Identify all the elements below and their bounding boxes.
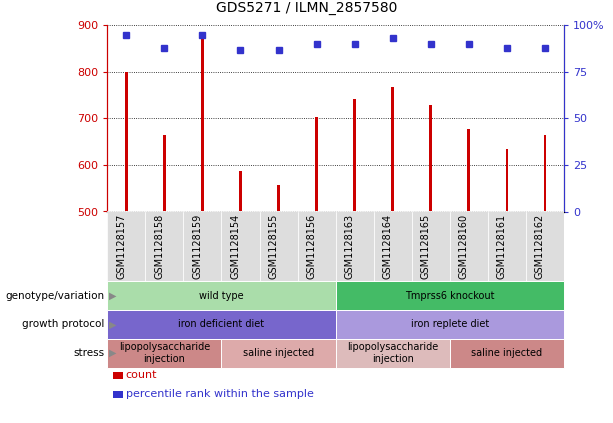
Bar [336, 212, 374, 281]
Bar [488, 212, 526, 281]
Bar [259, 212, 297, 281]
Bar [277, 184, 280, 212]
Text: GSM1128158: GSM1128158 [154, 214, 164, 279]
Text: stress: stress [73, 348, 104, 358]
Text: wild type: wild type [199, 291, 244, 301]
Bar [183, 212, 221, 281]
Text: lipopolysaccharide
injection: lipopolysaccharide injection [347, 342, 438, 364]
Bar [430, 105, 432, 212]
Bar [145, 212, 183, 281]
Bar [412, 212, 450, 281]
Bar [125, 72, 128, 212]
Text: GSM1128164: GSM1128164 [383, 214, 393, 279]
Bar [353, 99, 356, 212]
Text: growth protocol: growth protocol [22, 319, 104, 330]
Text: iron replete diet: iron replete diet [411, 319, 489, 330]
Bar [391, 87, 394, 212]
Text: GSM1128162: GSM1128162 [535, 214, 545, 279]
Text: ▶: ▶ [109, 348, 116, 358]
Text: GSM1128157: GSM1128157 [116, 214, 126, 279]
Bar [526, 212, 564, 281]
Text: iron deficient diet: iron deficient diet [178, 319, 264, 330]
Text: percentile rank within the sample: percentile rank within the sample [126, 390, 313, 399]
Bar [506, 149, 508, 212]
Bar [315, 117, 318, 212]
Text: genotype/variation: genotype/variation [5, 291, 104, 301]
Bar [297, 212, 335, 281]
Text: GSM1128156: GSM1128156 [306, 214, 316, 279]
Text: ▶: ▶ [109, 319, 116, 330]
Text: GSM1128159: GSM1128159 [192, 214, 202, 279]
Text: GSM1128163: GSM1128163 [345, 214, 355, 279]
Text: GSM1128161: GSM1128161 [497, 214, 507, 279]
Text: count: count [126, 371, 157, 380]
Bar [544, 135, 546, 212]
Text: GDS5271 / ILMN_2857580: GDS5271 / ILMN_2857580 [216, 1, 397, 15]
Text: lipopolysaccharide
injection: lipopolysaccharide injection [119, 342, 210, 364]
Bar [201, 33, 204, 212]
Bar [239, 170, 242, 212]
Bar [374, 212, 412, 281]
Text: Tmprss6 knockout: Tmprss6 knockout [405, 291, 495, 301]
Bar [107, 212, 145, 281]
Text: GSM1128154: GSM1128154 [230, 214, 240, 279]
Text: GSM1128165: GSM1128165 [421, 214, 431, 279]
Text: GSM1128155: GSM1128155 [268, 214, 278, 279]
Bar [221, 212, 259, 281]
Text: GSM1128160: GSM1128160 [459, 214, 469, 279]
Bar [163, 135, 166, 212]
Bar [468, 129, 470, 212]
Bar [450, 212, 488, 281]
Text: saline injected: saline injected [471, 348, 543, 358]
Text: saline injected: saline injected [243, 348, 314, 358]
Text: ▶: ▶ [109, 291, 116, 301]
